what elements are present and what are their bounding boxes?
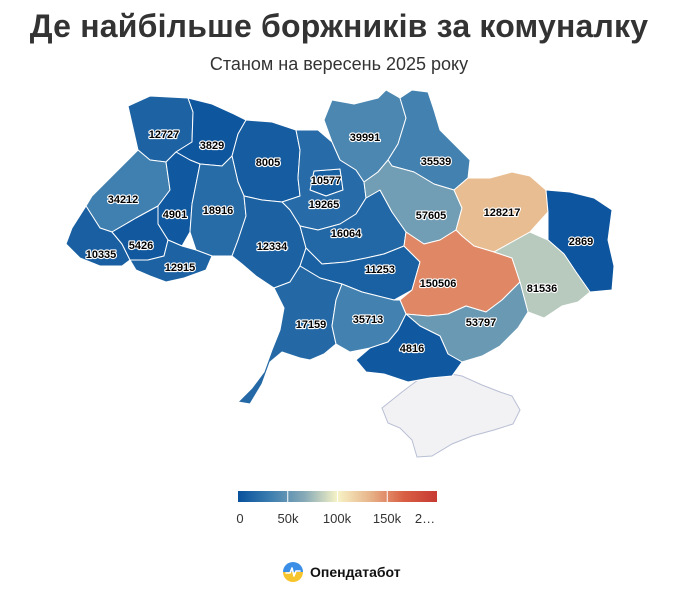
region-value-label: 12334: [257, 241, 288, 253]
region-value-label: 150506: [420, 278, 457, 290]
region-value-label: 16064: [331, 228, 362, 240]
region-value-label: 34212: [108, 194, 139, 206]
region-value-label: 18916: [203, 205, 234, 217]
region-value-label: 12915: [165, 262, 196, 274]
region-value-label: 17159: [296, 319, 327, 331]
legend-tick-label: 2…: [415, 511, 435, 526]
region-value-label: 8005: [256, 157, 280, 169]
region-value-label: 5426: [129, 240, 153, 252]
region-value-label: 19265: [309, 199, 340, 211]
region-value-label: 11253: [365, 264, 395, 276]
region-kherson[interactable]: [355, 313, 463, 383]
region-value-label: 128217: [484, 207, 521, 219]
page-title: Де найбільше боржників за комуналку: [29, 8, 649, 44]
opendatabot-logo-icon: [283, 562, 303, 582]
region-value-label: 10335: [86, 249, 117, 261]
region-chernivtsi[interactable]: [129, 239, 213, 283]
region-zakarpattia[interactable]: [65, 205, 131, 267]
legend-tick-label: 150k: [373, 511, 402, 526]
legend-tick-label: 100k: [323, 511, 352, 526]
brand-name: Опендатабот: [310, 564, 401, 580]
region-value-labels: 12727 3829 8005 10577 19265 39991 35539 …: [85, 128, 595, 356]
color-legend: 0 50k 100k 150k 2…: [236, 491, 437, 526]
region-value-label: 4901: [163, 209, 187, 221]
region-donetsk[interactable]: [493, 231, 591, 319]
page-subtitle: Станом на вересень 2025 року: [209, 54, 469, 74]
map-regions: [65, 89, 615, 458]
region-value-label: 10577: [311, 175, 342, 187]
region-value-label: 35713: [353, 314, 384, 326]
region-value-label: 81536: [527, 283, 558, 295]
legend-tick-label: 0: [236, 511, 243, 526]
region-value-label: 3829: [200, 140, 224, 152]
region-value-label: 4816: [400, 343, 424, 355]
region-crimea[interactable]: [381, 371, 521, 458]
region-value-label: 57605: [416, 210, 447, 222]
region-value-label: 53797: [466, 317, 497, 329]
region-value-label: 39991: [350, 132, 381, 144]
legend-tick-label: 50k: [278, 511, 299, 526]
region-value-label: 2869: [569, 236, 593, 248]
brand-footer: Опендатабот: [282, 560, 401, 584]
region-odesa[interactable]: [237, 265, 343, 405]
region-value-label: 12727: [149, 129, 180, 141]
region-value-label: 35539: [421, 156, 452, 168]
